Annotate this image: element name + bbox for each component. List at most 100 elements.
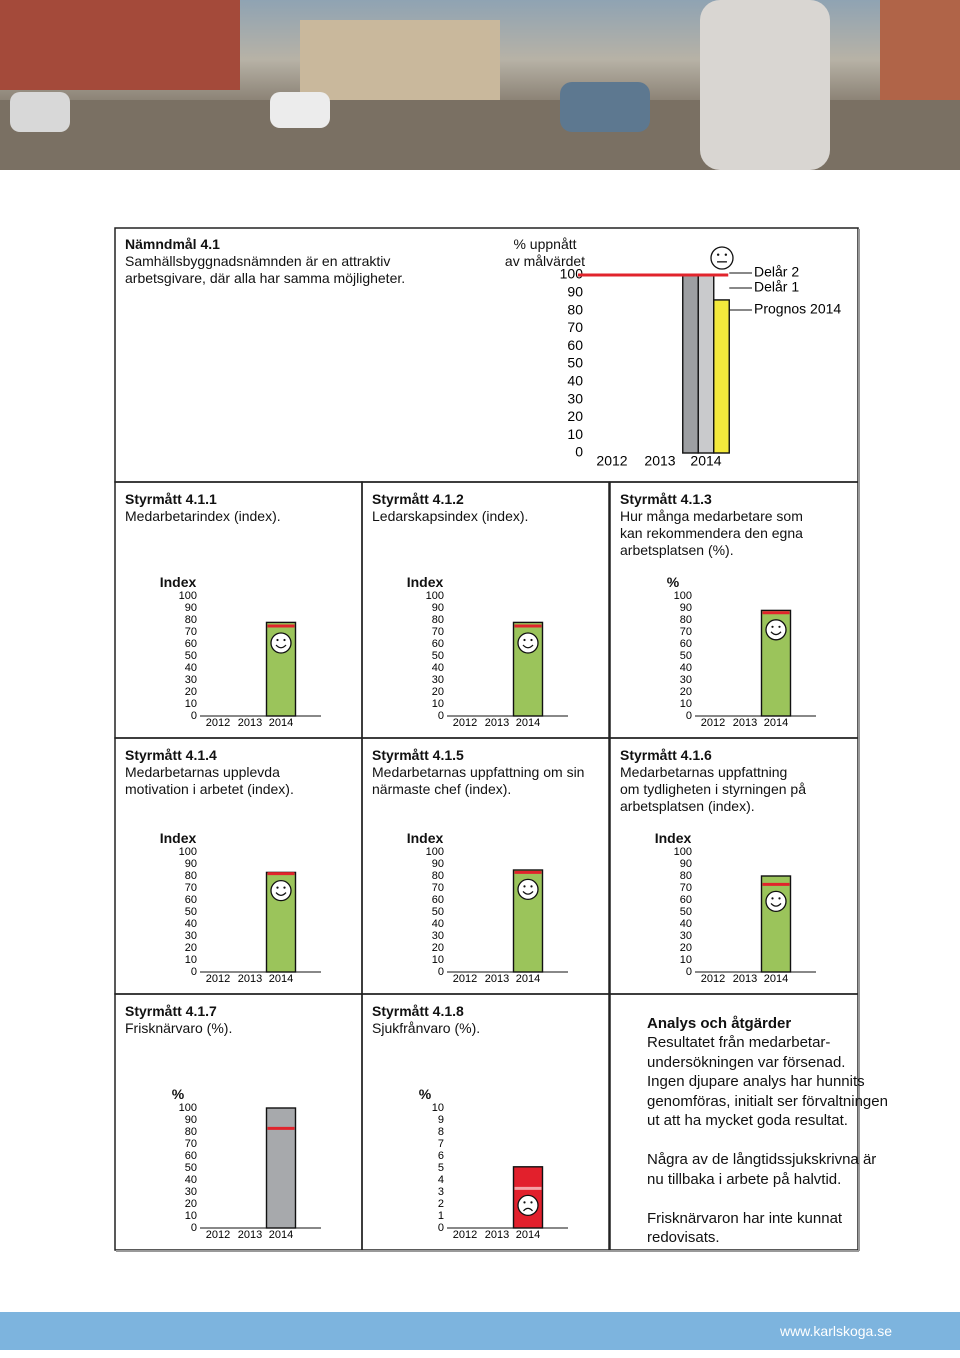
- y-tick-label: 90: [567, 284, 583, 300]
- chart-title: Styrmått 4.1.1: [125, 491, 217, 507]
- x-tick-label: 2013: [238, 1229, 262, 1241]
- face-eye: [276, 886, 279, 889]
- face-eye: [523, 638, 526, 642]
- face-eye: [276, 638, 279, 642]
- y-tick-label: 20: [185, 686, 197, 698]
- face-eye: [530, 638, 533, 642]
- y-axis-label: % uppnått av målvärdet: [504, 236, 586, 269]
- y-tick-label: 60: [185, 1150, 197, 1162]
- y-tick-label: 20: [432, 686, 444, 698]
- bar: [265, 1107, 297, 1229]
- x-tick-label: 2014: [764, 717, 788, 729]
- footer-bar: www.karlskoga.se: [0, 1312, 960, 1350]
- y-tick-label: 40: [680, 918, 692, 930]
- x-tick-label: 2013: [238, 973, 262, 985]
- face-mouth: [770, 902, 782, 907]
- y-tick-label: 50: [680, 906, 692, 918]
- header-photo: [0, 0, 960, 170]
- y-tick-label: 70: [680, 626, 692, 638]
- chart-title: Styrmått 4.1.6: [620, 747, 712, 763]
- y-tick-label: 80: [185, 1126, 197, 1138]
- x-tick-label: 2014: [516, 717, 540, 729]
- y-tick-label: 60: [680, 894, 692, 906]
- y-tick-label: 30: [185, 1186, 197, 1198]
- chart-title: Styrmått 4.1.8: [372, 1003, 464, 1019]
- y-tick-label: 40: [185, 662, 197, 674]
- x-tick-label: 2014: [690, 453, 721, 469]
- legend-label: Prognos 2014: [754, 301, 841, 317]
- y-tick-label: 70: [432, 882, 444, 894]
- x-tick-label: 2013: [485, 1229, 509, 1241]
- y-tick-label: 10: [432, 954, 444, 966]
- y-tick-label: 70: [432, 626, 444, 638]
- face-mouth: [770, 631, 782, 636]
- y-tick-label: 10: [185, 1210, 197, 1222]
- y-tick-label: 20: [432, 942, 444, 954]
- face-mouth: [275, 644, 287, 649]
- face-eye: [771, 897, 774, 900]
- y-tick-label: 10: [185, 954, 197, 966]
- status-face: [765, 890, 787, 913]
- chart-subtitle: Medarbetarnas uppfattning om tydligheten…: [620, 764, 806, 814]
- status-face: [270, 632, 292, 654]
- y-tick-label: 10: [567, 426, 583, 442]
- x-tick-label: 2012: [453, 1229, 477, 1241]
- bar: [697, 274, 715, 454]
- face-eye: [530, 1201, 533, 1204]
- x-tick-label: 2012: [206, 973, 230, 985]
- x-tick-label: 2013: [733, 973, 757, 985]
- y-tick-label: 30: [185, 930, 197, 942]
- face-eye: [283, 886, 286, 889]
- y-tick-label: 20: [185, 1198, 197, 1210]
- y-tick-label: 4: [438, 1174, 444, 1186]
- y-tick-label: 70: [185, 626, 197, 638]
- y-tick-label: 20: [680, 942, 692, 954]
- y-tick-label: 20: [680, 686, 692, 698]
- x-tick-label: 2014: [764, 973, 788, 985]
- y-axis-label: %: [666, 574, 680, 590]
- y-tick-label: 60: [185, 894, 197, 906]
- y-tick-label: 90: [680, 858, 692, 870]
- face-eye: [283, 638, 286, 642]
- analysis-paragraph: Frisknärvaron har inte kunnat redovisats…: [647, 1209, 843, 1247]
- photo-car: [270, 92, 330, 128]
- y-tick-label: 2: [438, 1198, 444, 1210]
- y-axis-label: Index: [654, 830, 692, 846]
- analysis-paragraph: Resultatet från medarbetar- undersökning…: [647, 1034, 888, 1129]
- y-tick-label: 90: [185, 1114, 197, 1126]
- y-tick-label: 90: [185, 602, 197, 614]
- status-face: [710, 246, 734, 270]
- y-axis-label: Index: [406, 830, 444, 846]
- face-eye: [523, 885, 526, 888]
- bar: [760, 875, 792, 973]
- y-tick-label: 90: [432, 602, 444, 614]
- legend-label: Delår 1: [754, 279, 799, 295]
- chart-title: Styrmått 4.1.5: [372, 747, 464, 763]
- chart-subtitle: Medarbetarnas uppfattning om sin närmast…: [372, 764, 585, 797]
- legend-label: Delår 2: [754, 264, 799, 280]
- y-tick-label: 0: [686, 710, 692, 722]
- photo-building: [0, 0, 240, 90]
- y-tick-label: 7: [438, 1138, 444, 1150]
- face-eye: [716, 253, 720, 256]
- y-tick-label: 10: [185, 698, 197, 710]
- y-tick-label: 80: [680, 614, 692, 626]
- y-tick-label: 8: [438, 1126, 444, 1138]
- status-face: [517, 1194, 539, 1217]
- chart-subtitle: Samhällsbyggnadsnämnden är en attraktiv …: [125, 253, 406, 286]
- y-tick-label: 100: [179, 590, 197, 602]
- status-face: [765, 619, 787, 641]
- y-tick-label: 20: [185, 942, 197, 954]
- y-tick-label: 10: [680, 954, 692, 966]
- bar: [682, 274, 699, 454]
- chart-title: Styrmått 4.1.7: [125, 1003, 217, 1019]
- face-mouth: [523, 1207, 533, 1212]
- x-tick-label: 2012: [453, 717, 477, 729]
- y-tick-label: 90: [432, 858, 444, 870]
- y-tick-label: 40: [432, 918, 444, 930]
- y-tick-label: 30: [185, 674, 197, 686]
- y-tick-label: 60: [680, 638, 692, 650]
- y-tick-label: 80: [567, 301, 583, 317]
